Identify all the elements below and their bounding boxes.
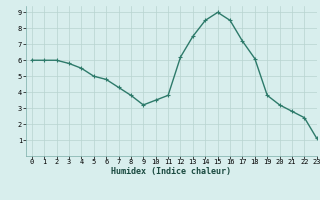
X-axis label: Humidex (Indice chaleur): Humidex (Indice chaleur) (111, 167, 231, 176)
